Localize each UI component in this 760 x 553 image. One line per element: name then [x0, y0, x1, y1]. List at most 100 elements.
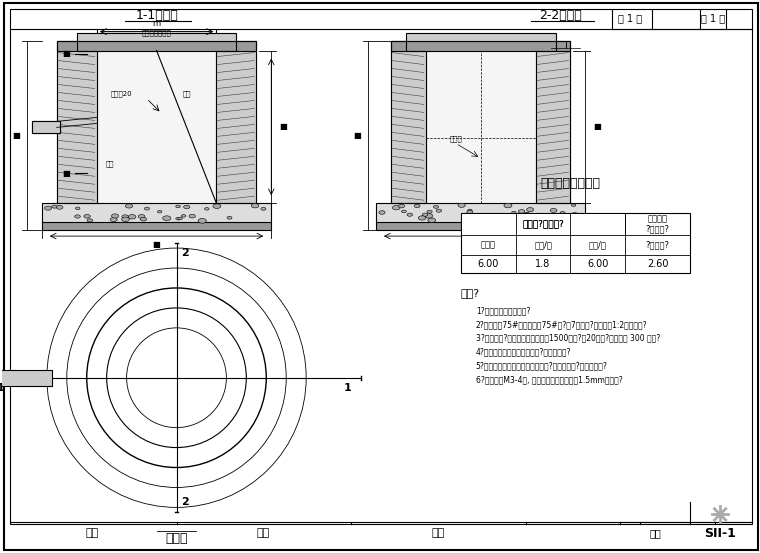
Text: 砼制体?立方米?: 砼制体?立方米?: [522, 220, 564, 228]
Ellipse shape: [176, 205, 180, 208]
Ellipse shape: [157, 211, 162, 213]
Polygon shape: [217, 40, 256, 203]
Text: 井筒/米: 井筒/米: [589, 241, 606, 249]
Ellipse shape: [504, 204, 512, 208]
Text: 砂浆: 砂浆: [106, 160, 114, 166]
Ellipse shape: [560, 211, 565, 214]
Ellipse shape: [467, 209, 472, 212]
Bar: [32, 122, 60, 133]
Ellipse shape: [433, 205, 439, 208]
Text: 审核: 审核: [431, 528, 445, 538]
Ellipse shape: [392, 206, 401, 210]
Ellipse shape: [527, 207, 534, 212]
Bar: [57, 40, 256, 50]
Ellipse shape: [184, 205, 190, 208]
Ellipse shape: [112, 214, 119, 218]
Ellipse shape: [423, 213, 428, 216]
Ellipse shape: [436, 209, 442, 212]
Text: 5?井顶翻板表面应向雨水进管方向?井盖应密封?否则不得善?: 5?井顶翻板表面应向雨水进管方向?井盖应密封?否则不得善?: [476, 362, 607, 371]
Text: 共 1 页: 共 1 页: [701, 14, 725, 24]
Text: 6.00: 6.00: [477, 259, 499, 269]
Text: SII-1: SII-1: [705, 527, 736, 540]
Ellipse shape: [74, 215, 81, 218]
Text: 说明?: 说明?: [461, 288, 480, 298]
Ellipse shape: [407, 213, 413, 216]
Ellipse shape: [458, 203, 465, 207]
Text: 3?垫层下设?井井筒翻板宽不小于1500毫米?厚20毫米?外挑各不 300 毫米?: 3?垫层下设?井井筒翻板宽不小于1500毫米?厚20毫米?外挑各不 300 毫米…: [476, 334, 660, 343]
Text: 平面图: 平面图: [165, 533, 188, 545]
Ellipse shape: [84, 215, 90, 218]
Text: 渗水井工程数量表: 渗水井工程数量表: [540, 177, 600, 190]
Ellipse shape: [122, 215, 128, 218]
Text: ■: ■: [353, 131, 361, 140]
Text: 6?坐浆采用M3-4泥, 铺底砂浆在中心井每隔1.5mm进砌筑?: 6?坐浆采用M3-4泥, 铺底砂浆在中心井每隔1.5mm进砌筑?: [476, 375, 622, 385]
Ellipse shape: [523, 213, 530, 217]
Ellipse shape: [572, 204, 576, 206]
Ellipse shape: [125, 204, 133, 208]
Ellipse shape: [182, 215, 186, 217]
Bar: [406, 33, 556, 40]
Text: ■: ■: [477, 240, 485, 249]
Text: 渗漏水20: 渗漏水20: [111, 90, 132, 97]
Ellipse shape: [418, 216, 426, 220]
Bar: [462, 214, 625, 234]
Ellipse shape: [511, 211, 516, 214]
Ellipse shape: [557, 215, 562, 218]
Ellipse shape: [227, 216, 232, 219]
Bar: [77, 33, 236, 40]
Bar: [42, 222, 271, 230]
Text: 图号: 图号: [649, 528, 661, 538]
Text: 复核: 复核: [257, 528, 270, 538]
Text: 第 1 页: 第 1 页: [619, 14, 642, 24]
Bar: [97, 50, 217, 203]
Bar: [376, 203, 585, 223]
Text: 2-2剖面图: 2-2剖面图: [539, 9, 582, 22]
Text: ■: ■: [62, 49, 70, 58]
Polygon shape: [57, 40, 97, 203]
Text: 设计: 设计: [85, 528, 98, 538]
Text: 2.60: 2.60: [647, 259, 669, 269]
Text: ■: ■: [153, 240, 160, 249]
Bar: [461, 213, 690, 273]
Ellipse shape: [261, 207, 266, 210]
Ellipse shape: [110, 217, 117, 222]
Ellipse shape: [178, 217, 182, 220]
Text: 收口量: 收口量: [480, 241, 496, 249]
Text: 2?井筒采用75#水泥砂浆砌75#砖?每7行砌筑?检查孔以1:2水泥砂浆?: 2?井筒采用75#水泥砂浆砌75#砖?每7行砌筑?检查孔以1:2水泥砂浆?: [476, 320, 648, 329]
Text: 1.8: 1.8: [536, 259, 551, 269]
Ellipse shape: [56, 205, 63, 209]
Ellipse shape: [425, 213, 433, 218]
Ellipse shape: [379, 211, 385, 214]
Ellipse shape: [75, 207, 80, 210]
Text: 板梁板: 板梁板: [449, 135, 462, 142]
Text: 2: 2: [182, 248, 189, 258]
Ellipse shape: [141, 217, 147, 221]
Text: ■: ■: [62, 169, 70, 178]
Text: 6.00: 6.00: [587, 259, 609, 269]
Bar: [376, 222, 585, 230]
Bar: [42, 203, 271, 223]
Bar: [391, 40, 571, 50]
Text: 2: 2: [182, 497, 189, 508]
Ellipse shape: [252, 204, 259, 208]
Ellipse shape: [122, 217, 129, 222]
Ellipse shape: [427, 210, 432, 213]
Ellipse shape: [550, 208, 557, 212]
Ellipse shape: [467, 211, 473, 214]
Ellipse shape: [176, 217, 181, 220]
Ellipse shape: [128, 215, 136, 219]
Polygon shape: [391, 40, 426, 203]
Ellipse shape: [144, 207, 150, 210]
Text: 砂浆抹面
?平方米?: 砂浆抹面 ?平方米?: [646, 215, 670, 234]
Ellipse shape: [204, 207, 209, 210]
Text: T: T: [563, 41, 568, 50]
Text: ■: ■: [12, 131, 20, 140]
Ellipse shape: [189, 215, 195, 218]
Ellipse shape: [414, 204, 420, 207]
Text: 1: 1: [0, 383, 5, 393]
Text: ?平方米?: ?平方米?: [646, 241, 670, 249]
Ellipse shape: [557, 216, 564, 220]
Text: 钢筋混凝土盖板: 钢筋混凝土盖板: [141, 29, 172, 35]
Text: 1-1剖面图: 1-1剖面图: [135, 9, 178, 22]
Ellipse shape: [213, 204, 221, 208]
